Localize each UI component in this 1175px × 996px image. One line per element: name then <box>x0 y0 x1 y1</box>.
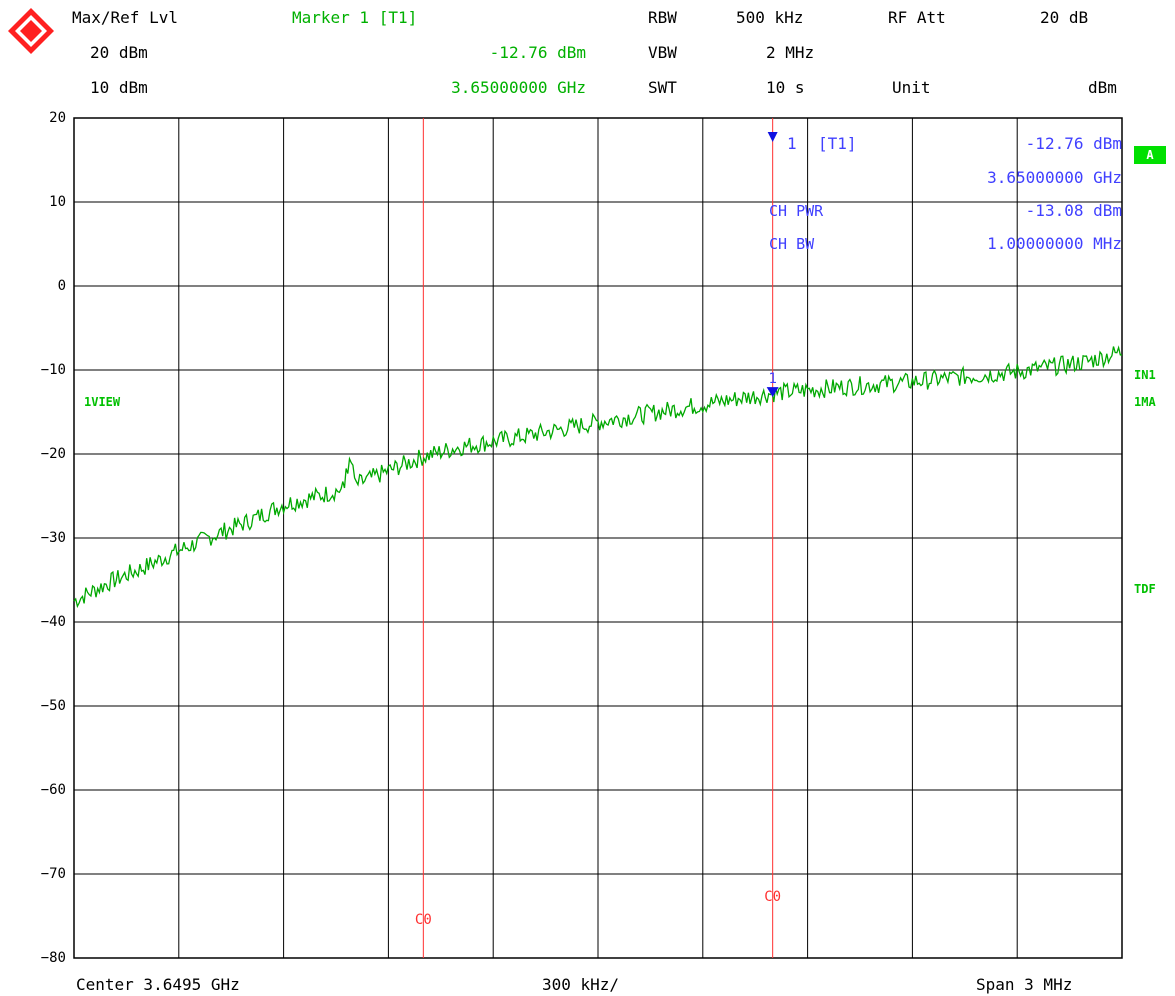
y-tick-label: −50 <box>40 698 66 714</box>
tdf-label: TDF <box>1134 582 1156 596</box>
y-tick-label: −60 <box>40 782 66 798</box>
y-tick-label: 20 <box>49 110 66 126</box>
max-ref-lvl-label: Max/Ref Lvl <box>72 8 178 27</box>
y-tick-label: −20 <box>40 446 66 462</box>
y-tick-label: −40 <box>40 614 66 630</box>
unit-label: Unit <box>892 78 931 97</box>
y-tick-label: −80 <box>40 950 66 966</box>
y-tick-label: 0 <box>57 278 66 294</box>
rf-att-value: 20 dB <box>1040 8 1089 27</box>
offset-value: 10 dBm <box>90 78 148 97</box>
ch-bw-label: CH BW <box>769 235 815 253</box>
swt-label: SWT <box>648 78 677 97</box>
spectrum-trace <box>73 345 1123 609</box>
unit-value: dBm <box>1088 78 1117 97</box>
marker-label: 1 <box>768 371 776 387</box>
vbw-value: 2 MHz <box>766 43 815 62</box>
rf-att-label: RF Att <box>888 8 946 27</box>
marker-table: 1 [T1] -12.76 dBm 3.65000000 GHz CH PWR … <box>769 134 1122 253</box>
trace-layer <box>73 345 1123 609</box>
frequency-per-division: 300 kHz/ <box>542 975 620 994</box>
marker-level-value: -12.76 dBm <box>489 43 586 62</box>
center-frequency: Center 3.6495 GHz <box>76 975 240 994</box>
marker-title: Marker 1 [T1] <box>292 8 418 27</box>
channel-line-label: C0 <box>764 889 781 905</box>
rohde-schwarz-logo <box>8 8 54 54</box>
channel-lines: C0 C0 <box>415 118 781 958</box>
grid <box>73 117 1123 959</box>
vbw-label: VBW <box>648 43 677 62</box>
ch-pwr-value: -13.08 dBm <box>1026 201 1122 220</box>
ref-level-value: 20 dBm <box>90 43 148 62</box>
max-hold-label: 1MA <box>1134 395 1156 409</box>
span: Span 3 MHz <box>976 975 1073 994</box>
marker-table-tag: [T1] <box>818 134 857 153</box>
trace-a-badge: A <box>1134 146 1166 164</box>
rbw-value: 500 kHz <box>736 8 804 27</box>
view-label: 1VIEW <box>84 395 121 409</box>
y-tick-label: −10 <box>40 362 66 378</box>
ch-bw-value: 1.00000000 MHz <box>987 234 1122 253</box>
input-1-label: IN1 <box>1134 368 1156 382</box>
marker-table-triangle <box>767 132 778 142</box>
channel-line-label: C0 <box>415 912 432 928</box>
marker-layer: 1 <box>766 132 779 398</box>
y-tick-label: −70 <box>40 866 66 882</box>
swt-value: 10 s <box>766 78 805 97</box>
y-tick-label: 10 <box>49 194 66 210</box>
marker-triangle <box>766 387 779 398</box>
ch-pwr-label: CH PWR <box>769 202 824 220</box>
y-tick-label: −30 <box>40 530 66 546</box>
rbw-label: RBW <box>648 8 677 27</box>
marker-freq-value: 3.65000000 GHz <box>451 78 586 97</box>
marker-table-number: 1 <box>787 134 797 153</box>
marker-table-freq: 3.65000000 GHz <box>987 168 1122 187</box>
marker-table-level: -12.76 dBm <box>1026 134 1122 153</box>
